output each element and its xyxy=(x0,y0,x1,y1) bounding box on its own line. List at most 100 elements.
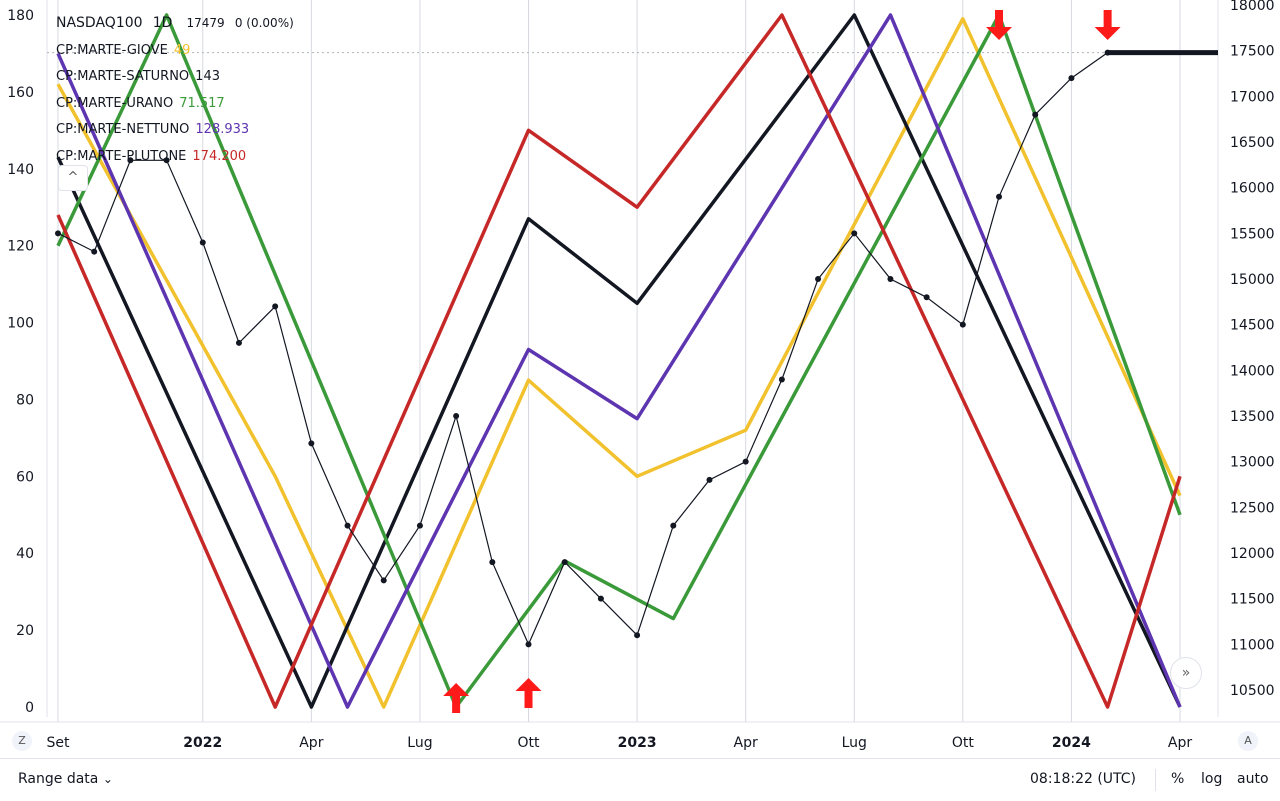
chevron-up-icon: ^ xyxy=(67,170,79,185)
symbol-name[interactable]: NASDAQ100 xyxy=(56,15,143,31)
price-point xyxy=(489,559,496,566)
auto-toggle[interactable]: auto xyxy=(1237,771,1269,787)
change-value: 0 (0.00%) xyxy=(234,16,294,30)
right-tick-label: 10500 xyxy=(1230,683,1275,699)
left-tick-label: 120 xyxy=(7,239,34,255)
price-point xyxy=(163,157,170,164)
price-point xyxy=(996,193,1003,200)
range-data-button[interactable]: Range data ⌄ xyxy=(18,771,113,787)
left-axis: 0 20 40 60 80 100 120 140 160 180 xyxy=(7,8,34,716)
left-tick-label: 140 xyxy=(7,162,34,178)
price-point xyxy=(416,522,423,529)
indicator-name: CP:MARTE-NETTUNO xyxy=(56,122,190,137)
right-tick-label: 16500 xyxy=(1230,135,1275,151)
price-point xyxy=(742,458,749,465)
right-tick-label: 14000 xyxy=(1230,363,1275,379)
price-point xyxy=(706,476,713,483)
right-tick-label: 13000 xyxy=(1230,455,1275,471)
left-tick-label: 180 xyxy=(7,8,34,24)
indicator-name: CP:MARTE-URANO xyxy=(56,95,174,111)
z-label: Z xyxy=(18,734,26,747)
interval-label[interactable]: 1D xyxy=(152,15,173,31)
right-tick-label: 15500 xyxy=(1230,226,1275,242)
time-tick-label: Apr xyxy=(1168,735,1192,751)
legend-symbol-row[interactable]: NASDAQ100 1D 17479 0 (0.00%) xyxy=(56,10,294,38)
indicator-name: CP:MARTE-SATURNO xyxy=(56,69,190,84)
right-tick-label: 15000 xyxy=(1230,272,1275,288)
price-point xyxy=(91,248,98,255)
price-point xyxy=(525,641,532,648)
price-point xyxy=(851,230,858,237)
right-tick-label: 16000 xyxy=(1230,181,1275,197)
indicator-line xyxy=(56,13,1182,709)
price-point xyxy=(344,522,351,529)
price-point xyxy=(778,376,785,383)
price-line xyxy=(57,52,1108,646)
arrow-down-icon xyxy=(986,10,1013,40)
left-tick-label: 160 xyxy=(7,85,34,101)
right-tick-label: 11000 xyxy=(1230,637,1275,653)
indicator-legend-item[interactable]: CP:MARTE-GIOVE 49 xyxy=(56,38,294,65)
chart-legend: NASDAQ100 1D 17479 0 (0.00%) CP:MARTE-GI… xyxy=(56,10,294,170)
arrow-up-icon xyxy=(443,683,470,713)
price-point xyxy=(272,303,279,310)
auto-scale-button[interactable]: A xyxy=(1238,731,1258,751)
price-point xyxy=(1032,111,1039,118)
price-point xyxy=(634,632,641,639)
indicator-line xyxy=(56,13,1182,709)
double-chevron-right-icon: » xyxy=(1181,665,1191,681)
chart-canvas[interactable]: 0 20 40 60 80 100 120 140 160 180 10500 11000 11500… xyxy=(0,0,1280,758)
indicator-value: 143 xyxy=(195,69,220,84)
indicator-line xyxy=(56,17,1182,709)
price-point xyxy=(815,276,822,282)
time-tick-label: Lug xyxy=(842,735,867,751)
chevron-down-icon: ⌄ xyxy=(102,772,113,786)
time-tick-label: Ott xyxy=(518,735,541,751)
last-value: 17479 xyxy=(186,16,225,30)
left-tick-label: 20 xyxy=(16,623,34,639)
price-series xyxy=(55,49,1111,648)
time-tick-label: Lug xyxy=(407,735,432,751)
arrow-down-icon xyxy=(1094,10,1121,40)
indicator-legend-item[interactable]: CP:MARTE-PLUTONE 174.200 xyxy=(56,144,294,171)
price-point xyxy=(561,559,568,566)
time-tick-label: 2022 xyxy=(183,735,222,751)
price-point xyxy=(887,276,894,282)
left-tick-label: 60 xyxy=(16,469,34,485)
indicator-legend-list: CP:MARTE-GIOVE 49 CP:MARTE-SATURNO 143 CP:MA… xyxy=(56,38,294,171)
right-tick-label: 14500 xyxy=(1230,318,1275,334)
price-point xyxy=(670,522,677,529)
right-tick-label: 11500 xyxy=(1230,592,1275,608)
indicator-line xyxy=(56,13,1182,709)
left-tick-label: 80 xyxy=(16,392,34,408)
collapse-legend-button[interactable]: ^ xyxy=(58,165,88,191)
left-tick-label: 40 xyxy=(16,546,34,562)
left-tick-label: 100 xyxy=(7,316,34,332)
indicator-name: CP:MARTE-PLUTONE xyxy=(56,148,187,164)
time-tick-label: Apr xyxy=(734,735,758,751)
price-point xyxy=(453,413,460,419)
percent-toggle[interactable]: % xyxy=(1171,771,1185,787)
time-axis: Set 2022 Apr Lug Ott 2023 Apr Lug Ott 2024 Apr xyxy=(47,735,1193,751)
price-point xyxy=(959,321,966,328)
right-axis: 10500 11000 11500 12000 12500 13000 13500 14000… xyxy=(1230,0,1275,699)
indicator-legend-item[interactable]: CP:MARTE-SATURNO 143 xyxy=(56,64,294,91)
zoom-button[interactable]: Z xyxy=(12,731,32,751)
indicator-legend-item[interactable]: CP:MARTE-URANO 71.517 xyxy=(56,91,294,118)
right-tick-label: 12000 xyxy=(1230,546,1275,562)
price-point xyxy=(597,595,604,602)
price-point xyxy=(308,440,315,447)
log-toggle[interactable]: log xyxy=(1201,771,1223,787)
scroll-to-realtime-button[interactable]: » xyxy=(1170,657,1202,689)
indicator-name: CP:MARTE-GIOVE xyxy=(56,42,168,58)
price-point xyxy=(199,239,206,246)
a-label: A xyxy=(1244,734,1252,747)
right-tick-label: 13500 xyxy=(1230,409,1275,425)
right-tick-label: 18000 xyxy=(1230,0,1275,14)
indicator-legend-item[interactable]: CP:MARTE-NETTUNO 128.933 xyxy=(56,117,294,144)
indicator-value: 49 xyxy=(173,42,191,58)
utc-clock[interactable]: 08:18:22 (UTC) xyxy=(1030,771,1137,787)
time-tick-label: Set xyxy=(47,735,71,751)
toolbar-divider xyxy=(1155,769,1156,791)
bottom-toolbar: Range data ⌄ 08:18:22 (UTC) % log auto xyxy=(0,758,1280,801)
